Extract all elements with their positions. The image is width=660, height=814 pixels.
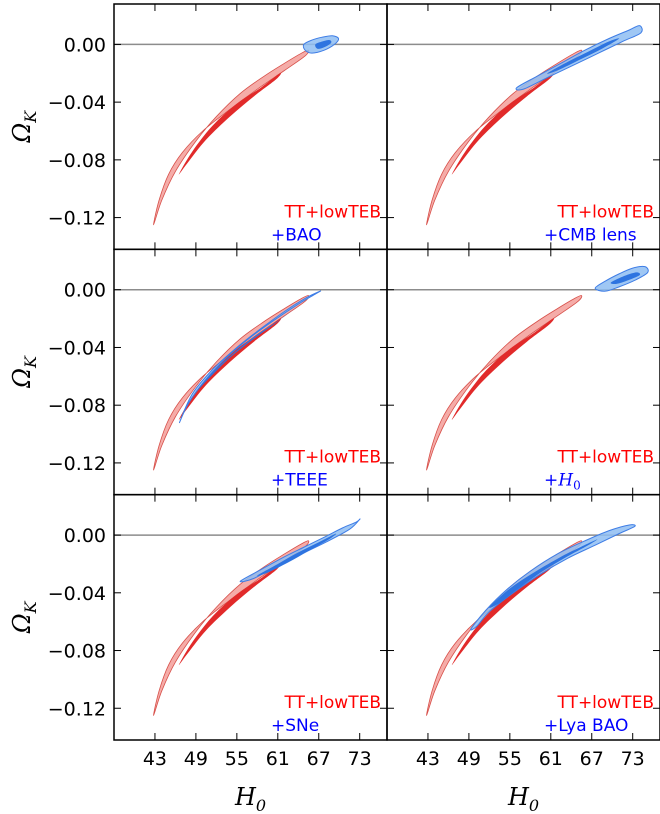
- combined-contour-68: [610, 272, 641, 285]
- x-tick-label: 73: [621, 748, 645, 770]
- baseline-contour-68: [451, 563, 555, 666]
- y-tick-label: −0.08: [48, 150, 106, 172]
- x-tick-label: 49: [184, 748, 208, 770]
- x-tick-label: 67: [580, 748, 604, 770]
- y-tick-label: −0.12: [48, 453, 106, 475]
- panel-3: TT+lowTEB +TEEE: [113, 248, 388, 496]
- combined-contour-95: [179, 290, 322, 424]
- y-tick-label: −0.08: [48, 641, 106, 663]
- baseline-contour-68: [178, 563, 282, 666]
- y-tick-label: 0.00: [64, 34, 106, 56]
- legend-combined: +SNe: [271, 716, 319, 736]
- x-tick-label: 43: [416, 748, 440, 770]
- panel-1: TT+lowTEB +BAO: [113, 3, 388, 251]
- y-axis-title: ΩK: [8, 110, 40, 144]
- y-tick-label: −0.04: [48, 337, 106, 359]
- x-axis-title: H0: [234, 783, 266, 814]
- panel-6: TT+lowTEB +Lya BAO: [386, 493, 660, 741]
- x-tick-label: 73: [348, 748, 372, 770]
- legend-baseline: TT+lowTEB: [283, 202, 381, 222]
- baseline-contour-95: [426, 295, 583, 471]
- combined-contour-68: [547, 38, 620, 74]
- x-tick-label: 49: [457, 748, 481, 770]
- legend-combined: +CMB lens: [544, 225, 637, 245]
- y-axis-title: ΩK: [8, 355, 40, 389]
- baseline-contour-95: [153, 295, 310, 471]
- legend-baseline: TT+lowTEB: [556, 202, 654, 222]
- combined-contour-68: [257, 533, 337, 576]
- panel-2: TT+lowTEB +CMB lens: [386, 3, 660, 251]
- y-axis-title: ΩK: [8, 600, 40, 634]
- y-tick-label: 0.00: [64, 525, 106, 547]
- combined-contour-68: [315, 40, 332, 49]
- baseline-contour-95: [153, 540, 310, 716]
- panel-4: TT+lowTEB +H0: [386, 248, 660, 496]
- y-tick-label: −0.12: [48, 208, 106, 230]
- y-tick-label: −0.12: [48, 698, 106, 720]
- y-tick-label: 0.00: [64, 280, 106, 302]
- x-axis-title: H0: [507, 783, 539, 814]
- legend-combined: +BAO: [271, 225, 322, 245]
- legend-baseline: TT+lowTEB: [556, 448, 654, 468]
- legend-combined: +H0: [544, 471, 581, 493]
- legend-baseline: TT+lowTEB: [283, 448, 381, 468]
- baseline-contour-95: [153, 49, 310, 226]
- baseline-contour-95: [426, 49, 583, 226]
- combined-contour-95: [239, 518, 361, 583]
- legend-combined: +Lya BAO: [544, 716, 628, 736]
- legend-combined: +TEEE: [271, 471, 328, 491]
- baseline-contour-68: [451, 318, 555, 420]
- baseline-contour-95: [426, 540, 583, 716]
- legend-baseline: TT+lowTEB: [556, 693, 654, 713]
- panel-frame: [386, 493, 660, 741]
- baseline-contour-68: [178, 318, 282, 420]
- x-tick-label: 67: [307, 748, 331, 770]
- x-tick-label: 43: [143, 748, 167, 770]
- y-tick-label: −0.04: [48, 583, 106, 605]
- x-tick-label: 55: [498, 748, 522, 770]
- panel-5: TT+lowTEB +SNe: [113, 493, 388, 741]
- x-tick-label: 61: [539, 748, 563, 770]
- x-tick-label: 61: [266, 748, 290, 770]
- x-tick-label: 55: [225, 748, 249, 770]
- baseline-contour-68: [451, 72, 555, 175]
- y-tick-label: −0.04: [48, 92, 106, 114]
- y-tick-label: −0.08: [48, 395, 106, 417]
- legend-baseline: TT+lowTEB: [283, 693, 381, 713]
- baseline-contour-68: [178, 72, 282, 175]
- combined-contour-68: [489, 539, 598, 608]
